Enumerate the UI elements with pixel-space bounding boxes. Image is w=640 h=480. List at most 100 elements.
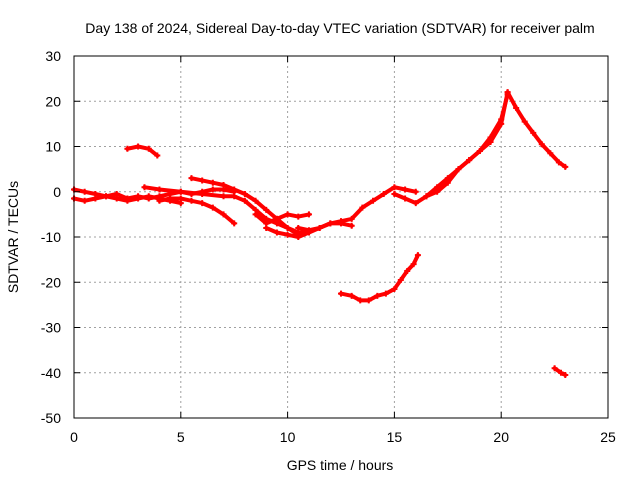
- data-point: [284, 231, 291, 238]
- data-point: [414, 252, 421, 259]
- data-point: [81, 188, 88, 195]
- data-point: [487, 134, 494, 141]
- data-point: [273, 229, 280, 236]
- data-point: [423, 193, 430, 200]
- x-tick-label: 25: [600, 429, 616, 445]
- data-point: [124, 197, 131, 204]
- y-tick-label: 20: [45, 93, 61, 109]
- data-point: [402, 186, 409, 193]
- data-point: [434, 188, 441, 195]
- data-point: [156, 197, 163, 204]
- data-point: [558, 369, 565, 376]
- data-point: [530, 129, 537, 136]
- data-point: [263, 206, 270, 213]
- data-point: [167, 195, 174, 202]
- data-point: [316, 224, 323, 231]
- data-point: [263, 224, 270, 231]
- data-point: [252, 211, 259, 218]
- y-tick-label: 10: [45, 139, 61, 155]
- data-point: [551, 365, 558, 372]
- data-point: [113, 195, 120, 202]
- x-axis-label: GPS time / hours: [287, 457, 394, 473]
- data-point: [92, 191, 99, 198]
- y-tick-label: -40: [41, 365, 61, 381]
- data-point: [156, 186, 163, 193]
- data-point: [562, 163, 569, 170]
- data-point: [348, 222, 355, 229]
- data-point: [154, 152, 161, 159]
- data-point: [220, 193, 227, 200]
- data-point: [455, 166, 462, 173]
- tick-layer: 0 5 10 15 20 25 -50 -40 -30 -20 -10 0 10 20 30: [41, 48, 616, 445]
- x-tick-label: 5: [177, 429, 185, 445]
- data-point: [391, 184, 398, 191]
- data-point: [231, 186, 238, 193]
- y-axis-label: SDTVAR / TECUs: [5, 181, 21, 293]
- data-point: [521, 118, 528, 125]
- data-point: [220, 181, 227, 188]
- series-layer: [71, 89, 569, 379]
- data-point: [370, 197, 377, 204]
- data-point: [498, 116, 505, 123]
- data-point: [145, 145, 152, 152]
- data-point: [188, 197, 195, 204]
- data-point: [538, 141, 545, 148]
- data-point: [412, 200, 419, 207]
- data-point: [135, 195, 142, 202]
- data-point: [199, 191, 206, 198]
- series-arc-3: [125, 144, 160, 158]
- x-tick-label: 20: [493, 429, 509, 445]
- data-point: [177, 195, 184, 202]
- data-point: [547, 150, 554, 157]
- x-tick-label: 15: [387, 429, 403, 445]
- data-point: [365, 297, 372, 304]
- data-point: [141, 184, 148, 191]
- data-point: [209, 204, 216, 211]
- data-point: [359, 204, 366, 211]
- data-point: [199, 200, 206, 207]
- data-point: [444, 179, 451, 186]
- data-point: [220, 211, 227, 218]
- data-point: [209, 186, 216, 193]
- data-point: [103, 193, 110, 200]
- data-point: [188, 175, 195, 182]
- data-point: [504, 89, 511, 96]
- data-point: [252, 197, 259, 204]
- data-point: [231, 193, 238, 200]
- y-tick-label: -10: [41, 229, 61, 245]
- y-tick-label: -50: [41, 410, 61, 426]
- data-point: [412, 188, 419, 195]
- grid-layer: [74, 56, 608, 418]
- data-point: [145, 193, 152, 200]
- data-point: [305, 227, 312, 234]
- y-tick-label: 0: [53, 184, 61, 200]
- data-point: [402, 195, 409, 202]
- data-point: [397, 276, 404, 283]
- data-point: [295, 234, 302, 240]
- data-point: [555, 159, 562, 166]
- data-point: [327, 220, 334, 227]
- y-tick-label: 30: [45, 48, 61, 64]
- data-point: [124, 145, 131, 152]
- data-point: [562, 372, 569, 379]
- data-point: [466, 157, 473, 164]
- data-point: [348, 292, 355, 299]
- x-tick-label: 0: [70, 429, 78, 445]
- data-point: [199, 177, 206, 184]
- data-point: [284, 224, 291, 231]
- data-point: [476, 148, 483, 155]
- data-point: [295, 224, 302, 231]
- data-point: [380, 191, 387, 198]
- data-point: [305, 211, 312, 218]
- data-point: [357, 297, 364, 304]
- data-point: [404, 267, 411, 274]
- data-point: [391, 191, 398, 198]
- y-tick-label: -20: [41, 274, 61, 290]
- data-point: [348, 215, 355, 222]
- data-point: [273, 215, 280, 222]
- data-point: [391, 286, 398, 293]
- data-point: [338, 220, 344, 227]
- x-tick-label: 10: [280, 429, 296, 445]
